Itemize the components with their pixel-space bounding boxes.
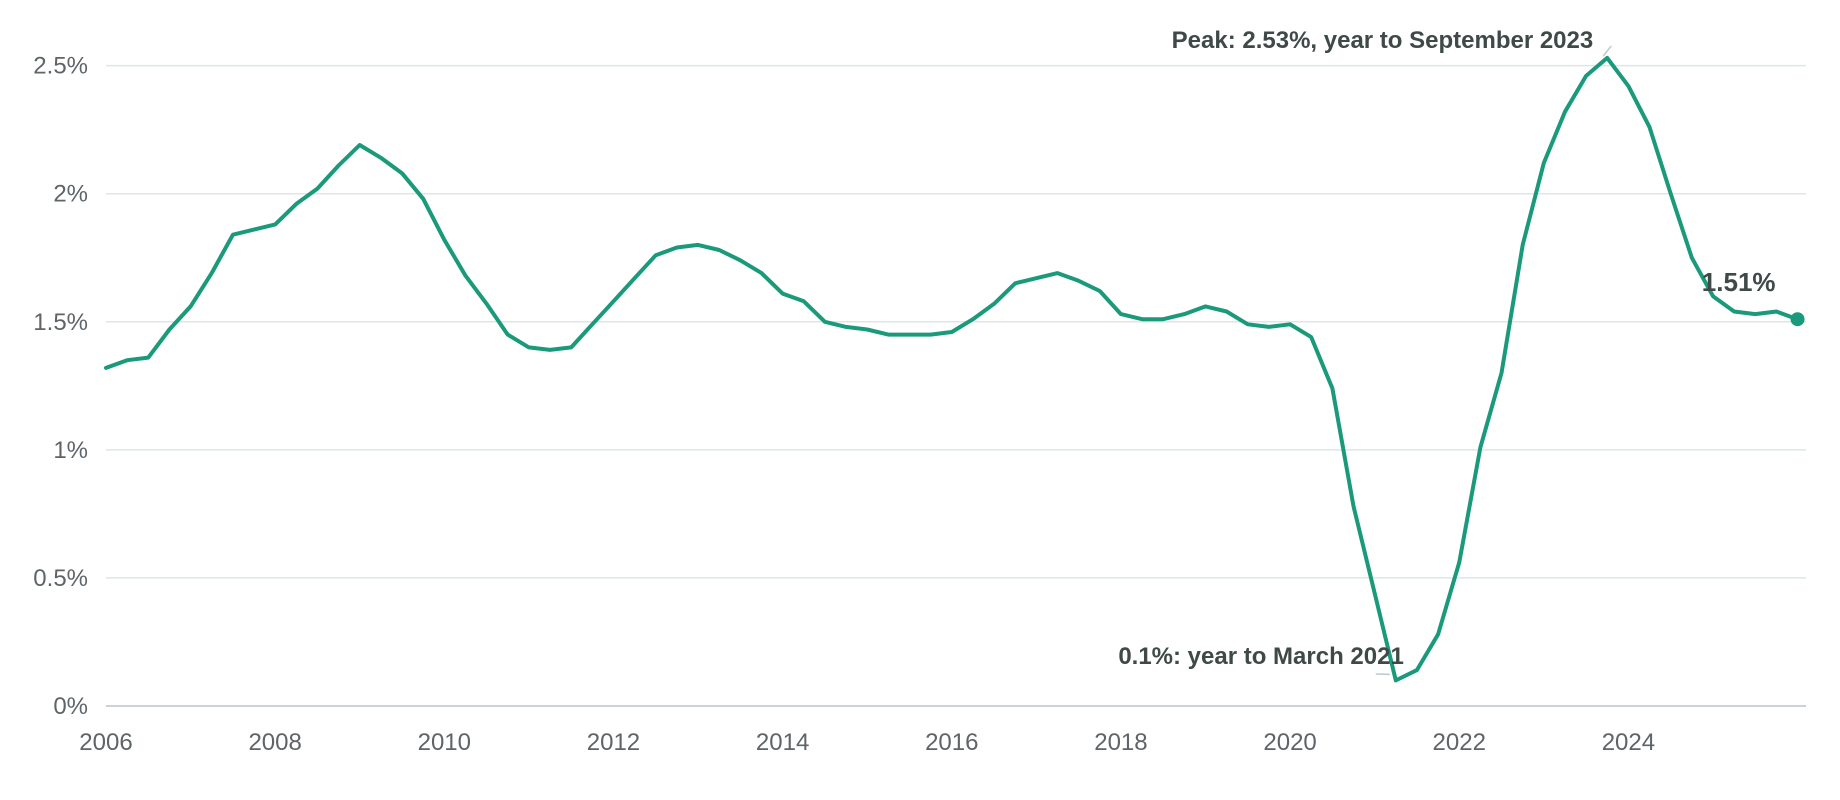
y-tick-label: 1.5% — [33, 309, 88, 336]
gridlines — [106, 64, 1806, 707]
annotations-group: Peak: 2.53%, year to September 2023 0.1%… — [1118, 27, 1805, 676]
y-axis: 0% 0.5% 1% 1.5% 2% 2.5% — [33, 53, 88, 720]
x-tick-label: 2012 — [587, 729, 640, 756]
series-group — [104, 55, 1800, 683]
x-tick-label: 2010 — [418, 729, 471, 756]
end-point-marker — [1790, 312, 1805, 327]
peak-annotation-leader — [1602, 45, 1612, 57]
x-tick-label: 2018 — [1094, 729, 1147, 756]
peak-annotation: Peak: 2.53%, year to September 2023 — [1172, 27, 1594, 54]
x-tick-label: 2014 — [756, 729, 809, 756]
x-tick-label: 2024 — [1602, 729, 1655, 756]
y-tick-label: 1% — [53, 437, 88, 464]
x-tick-label: 2016 — [925, 729, 978, 756]
trough-annotation: 0.1%: year to March 2021 — [1118, 643, 1403, 670]
x-tick-label: 2022 — [1433, 729, 1486, 756]
y-tick-label: 0.5% — [33, 565, 88, 592]
x-tick-label: 2008 — [248, 729, 301, 756]
y-tick-label: 2% — [53, 181, 88, 208]
series-line — [104, 55, 1800, 683]
y-tick-label: 0% — [53, 693, 88, 720]
x-tick-label: 2020 — [1263, 729, 1316, 756]
x-tick-label: 2006 — [79, 729, 132, 756]
end-value-label: 1.51% — [1702, 267, 1776, 297]
x-axis: 2006 2008 2010 2012 2014 2016 2018 2020 2022 2024 — [79, 729, 1655, 756]
y-tick-label: 2.5% — [33, 53, 88, 80]
